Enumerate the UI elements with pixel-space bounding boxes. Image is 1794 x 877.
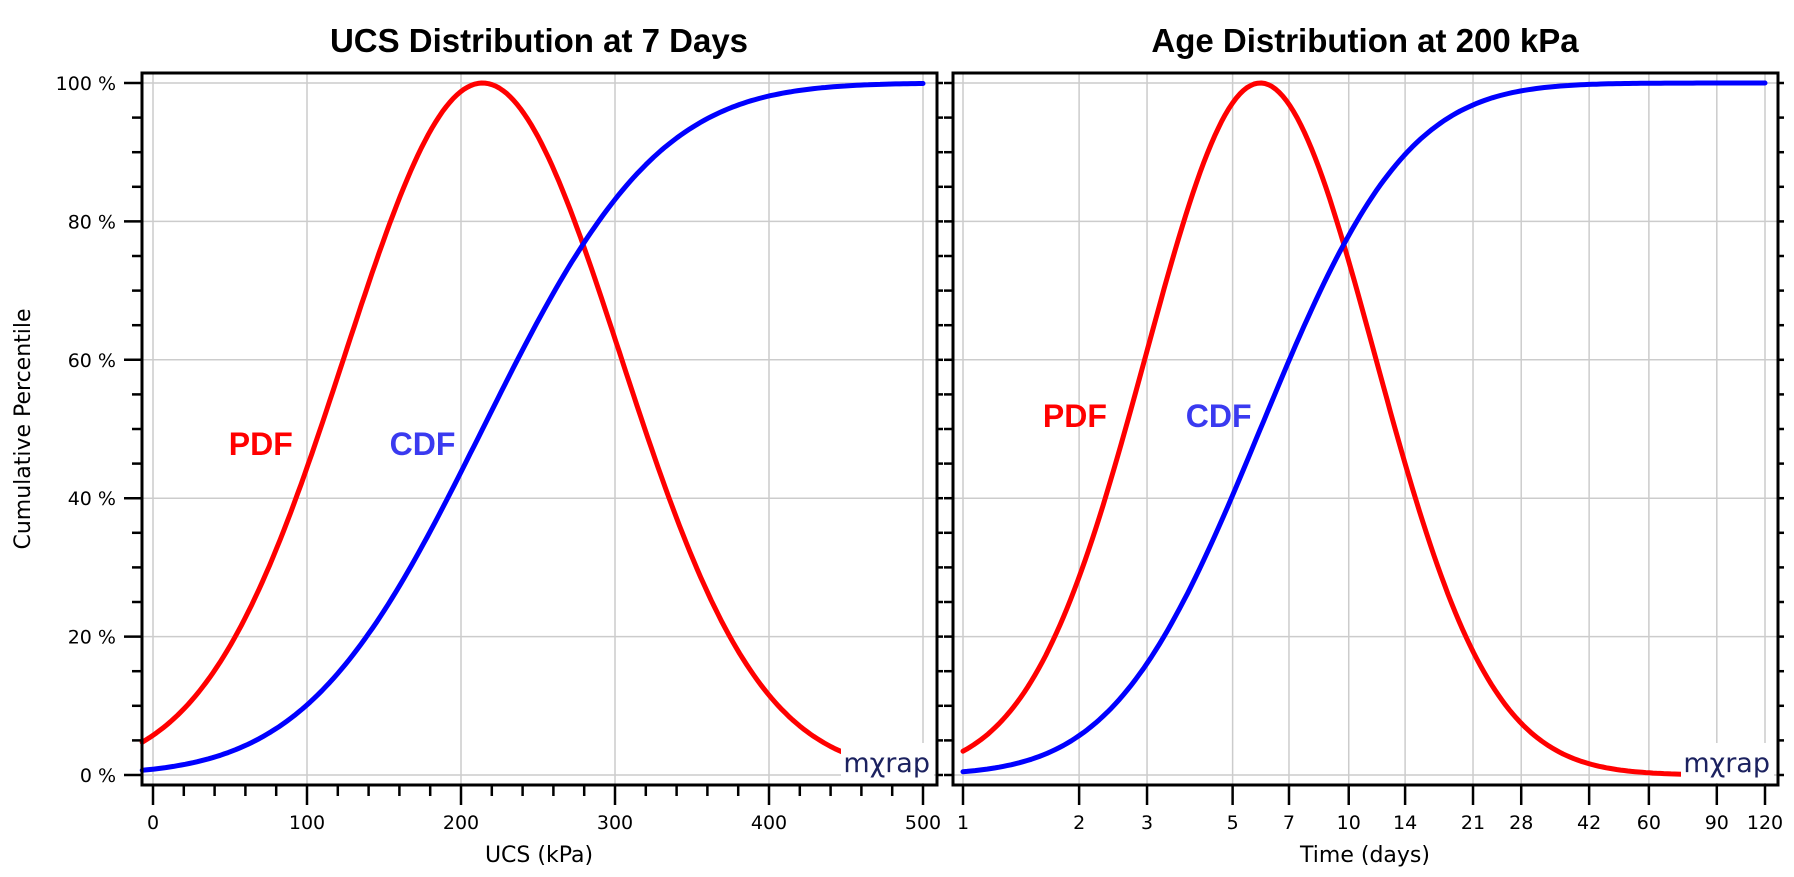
y-tick-label: 20 % [68, 627, 116, 649]
x-tick-label: 1 [957, 812, 969, 834]
pdf-series-label: PDF [1043, 398, 1107, 434]
cdf-curve [960, 80, 1768, 775]
x-tick-label: 5 [1227, 812, 1239, 834]
age-annotations: PDF CDF [1043, 398, 1252, 434]
x-tick-label: 14 [1393, 812, 1417, 834]
y-tick-label: 80 % [68, 211, 116, 233]
y-tick-label: 100 % [56, 73, 116, 95]
x-tick-label: 300 [597, 812, 633, 834]
y-tick-label: 0 % [80, 765, 116, 787]
x-tick-label: 21 [1461, 812, 1485, 834]
pdf-series-label: PDF [229, 426, 293, 462]
age-ticks: 1 2 3 5 7 10 14 21 28 42 60 90 120 [944, 81, 1784, 834]
age-curves [960, 80, 1768, 777]
y-axis-label: Cumulative Percentile [11, 308, 36, 549]
y-tick-label: 40 % [68, 488, 116, 510]
x-tick-label: 42 [1577, 812, 1601, 834]
mxrap-logo: mχrap [843, 748, 930, 779]
ucs-chart-panel: UCS Distribution at 7 Days PDF CDF 0 % 20 … [56, 22, 943, 868]
cdf-series-label: CDF [1186, 398, 1252, 434]
ucs-grid [142, 73, 937, 785]
x-tick-label: 500 [905, 812, 941, 834]
age-chart-panel: Age Distribution at 200 kPa PDF CDF 1 2 3 5 7… [944, 22, 1784, 868]
ucs-ticks: 0 % 20 % 40 % 60 % 80 % 100 % 0 100 200 300 400 500 [56, 73, 943, 834]
x-tick-label: 60 [1637, 812, 1661, 834]
x-tick-label: 0 [147, 812, 159, 834]
x-tick-label: 7 [1283, 812, 1295, 834]
mxrap-logo: mχrap [1683, 748, 1770, 779]
x-tick-label: 120 [1747, 812, 1783, 834]
logo-background [841, 743, 934, 783]
x-tick-label: 100 [289, 812, 325, 834]
x-tick-label: 2 [1073, 812, 1085, 834]
ucs-x-axis-label: UCS (kPa) [485, 843, 593, 868]
x-tick-label: 90 [1705, 812, 1729, 834]
pdf-curve [139, 80, 852, 758]
mxrap-logo-right: mχrap [1681, 743, 1774, 783]
age-x-axis-label: Time (days) [1299, 843, 1430, 868]
logo-background [1681, 743, 1774, 783]
ucs-curves [139, 80, 926, 773]
x-tick-label: 28 [1509, 812, 1533, 834]
x-tick-label: 3 [1141, 812, 1153, 834]
age-grid [953, 73, 1778, 785]
ucs-annotations: PDF CDF [229, 426, 456, 462]
cdf-series-label: CDF [390, 426, 456, 462]
cdf-curve [139, 81, 926, 773]
y-tick-label: 60 % [68, 350, 116, 372]
age-chart-title: Age Distribution at 200 kPa [1151, 22, 1579, 59]
pdf-curve [960, 80, 1685, 777]
ucs-chart-title: UCS Distribution at 7 Days [330, 22, 748, 59]
x-tick-label: 200 [443, 812, 479, 834]
x-tick-label: 400 [751, 812, 787, 834]
x-tick-label: 10 [1337, 812, 1361, 834]
mxrap-logo-left: mχrap [841, 743, 934, 783]
